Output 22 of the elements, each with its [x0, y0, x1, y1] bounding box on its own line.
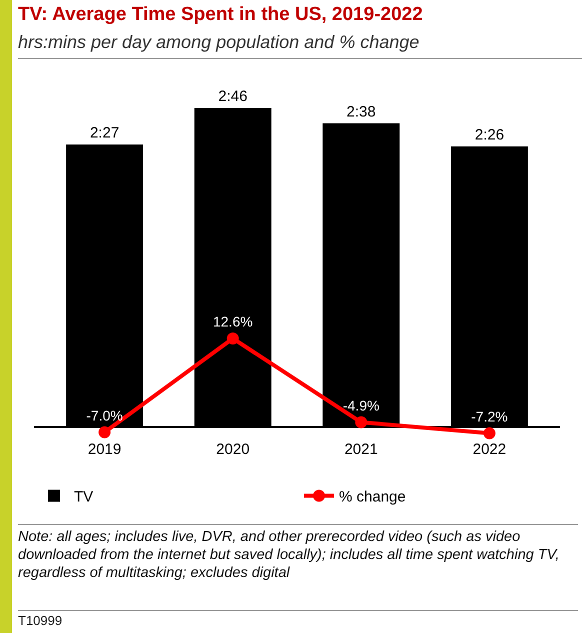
x-tick-label: 2020 [216, 441, 250, 458]
data-label: 12.6% [213, 313, 253, 330]
point [226, 332, 239, 344]
data-label: -7.0% [86, 407, 123, 424]
text: Note: all ages; includes live, DVR, and other prerecorded video (such as video downloaded from the internet but saved locally); includes all time spent watching TV, regardless of multitasking; excludes digital [18, 524, 578, 582]
data-label: -4.9% [342, 397, 380, 414]
x-tick-label: 2022 [472, 441, 506, 458]
legend-label: TV [74, 488, 94, 506]
data-label: 2:38 [346, 103, 376, 120]
point [483, 427, 496, 440]
data-label: 2:46 [218, 88, 248, 105]
legend-label: % change [339, 488, 406, 506]
x-tick-label: 2021 [344, 441, 378, 458]
chart-subtitle: hrs:mins per day among population and % change [18, 32, 420, 53]
data-label: -7.2% [471, 408, 508, 424]
text: T10999 [18, 610, 578, 628]
point [355, 416, 368, 428]
data-label: 2:26 [474, 126, 504, 144]
data-label: 2:27 [90, 124, 120, 142]
x-tick-label: 2019 [88, 441, 122, 458]
chart-title: TV: Average Time Spent in the US, 2019-2022 [18, 4, 423, 26]
point [98, 426, 111, 438]
